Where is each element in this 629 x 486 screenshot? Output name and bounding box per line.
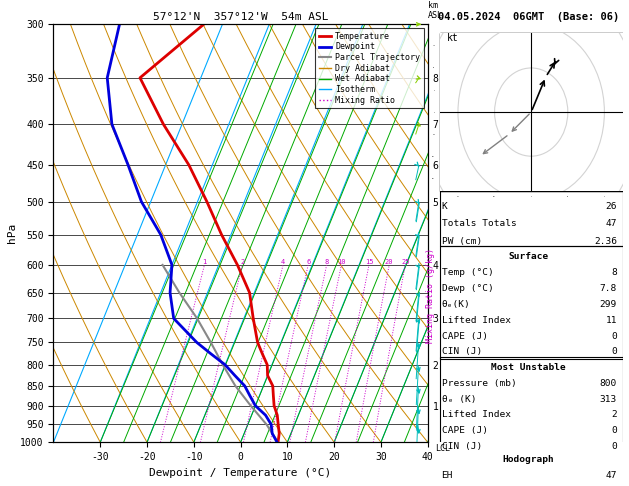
Y-axis label: hPa: hPa xyxy=(8,223,18,243)
Text: 313: 313 xyxy=(600,395,617,403)
Text: 10: 10 xyxy=(337,259,346,265)
Bar xyxy=(440,191,623,246)
Text: Lifted Index: Lifted Index xyxy=(442,315,511,325)
Text: K: K xyxy=(442,202,447,211)
Text: Hodograph: Hodograph xyxy=(503,455,554,464)
Text: Surface: Surface xyxy=(508,252,548,261)
Text: 11: 11 xyxy=(606,315,617,325)
Text: EH: EH xyxy=(442,470,453,480)
Text: 7.8: 7.8 xyxy=(600,284,617,293)
Text: 2: 2 xyxy=(611,411,617,419)
Text: 2.36: 2.36 xyxy=(594,237,617,246)
Text: Totals Totals: Totals Totals xyxy=(442,220,516,228)
Text: 25: 25 xyxy=(401,259,409,265)
Text: Lifted Index: Lifted Index xyxy=(442,411,511,419)
Text: km
ASL: km ASL xyxy=(428,0,443,20)
Text: Temp (°C): Temp (°C) xyxy=(442,268,493,277)
Bar xyxy=(440,449,623,486)
Text: Pressure (mb): Pressure (mb) xyxy=(442,379,516,388)
Text: 20: 20 xyxy=(385,259,394,265)
Legend: Temperature, Dewpoint, Parcel Trajectory, Dry Adiabat, Wet Adiabat, Isotherm, Mi: Temperature, Dewpoint, Parcel Trajectory… xyxy=(315,29,423,108)
Text: 4: 4 xyxy=(281,259,285,265)
Text: LCL: LCL xyxy=(435,444,450,453)
Bar xyxy=(440,246,623,359)
Text: 0: 0 xyxy=(611,426,617,435)
Text: CAPE (J): CAPE (J) xyxy=(442,331,487,341)
Text: 15: 15 xyxy=(365,259,373,265)
Text: 2: 2 xyxy=(240,259,245,265)
Text: Dewp (°C): Dewp (°C) xyxy=(442,284,493,293)
Text: 299: 299 xyxy=(600,300,617,309)
Text: PW (cm): PW (cm) xyxy=(442,237,482,246)
Text: 1: 1 xyxy=(203,259,206,265)
Text: 0: 0 xyxy=(611,442,617,451)
Text: 26: 26 xyxy=(606,202,617,211)
Text: CIN (J): CIN (J) xyxy=(442,442,482,451)
Text: 800: 800 xyxy=(600,379,617,388)
Text: kt: kt xyxy=(447,34,459,43)
Title: 57°12'N  357°12'W  54m ASL: 57°12'N 357°12'W 54m ASL xyxy=(153,12,328,22)
Text: 04.05.2024  06GMT  (Base: 06): 04.05.2024 06GMT (Base: 06) xyxy=(438,12,619,22)
Text: 0: 0 xyxy=(611,331,617,341)
Text: Mixing Ratio (g/kg): Mixing Ratio (g/kg) xyxy=(426,248,435,344)
Text: θₑ (K): θₑ (K) xyxy=(442,395,476,403)
Text: Most Unstable: Most Unstable xyxy=(491,363,565,372)
Text: CAPE (J): CAPE (J) xyxy=(442,426,487,435)
Text: 47: 47 xyxy=(606,220,617,228)
Text: 0: 0 xyxy=(611,347,617,356)
Text: 8: 8 xyxy=(611,268,617,277)
Bar xyxy=(440,33,623,191)
X-axis label: Dewpoint / Temperature (°C): Dewpoint / Temperature (°C) xyxy=(150,468,331,478)
Text: θₑ(K): θₑ(K) xyxy=(442,300,470,309)
Text: 8: 8 xyxy=(325,259,329,265)
Bar xyxy=(440,357,623,451)
Text: CIN (J): CIN (J) xyxy=(442,347,482,356)
Text: 47: 47 xyxy=(606,470,617,480)
Text: 6: 6 xyxy=(306,259,310,265)
